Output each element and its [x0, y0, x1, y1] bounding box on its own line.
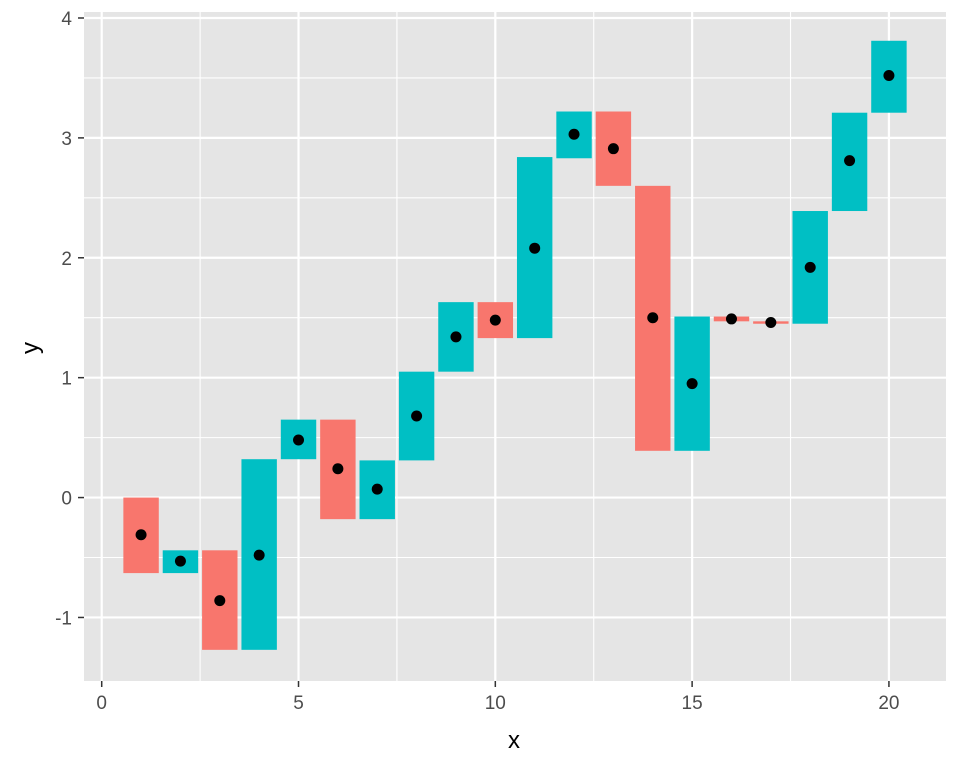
- x-axis-ticks: 0 5 10 15 20: [96, 681, 899, 714]
- data-point: [332, 463, 344, 475]
- data-point: [489, 314, 501, 326]
- data-point: [253, 549, 265, 561]
- data-point: [214, 595, 226, 607]
- y-tick-label: 4: [61, 9, 72, 30]
- data-point: [135, 529, 147, 541]
- x-axis-title: x: [508, 727, 520, 754]
- data-point: [450, 331, 462, 343]
- data-point: [725, 313, 737, 325]
- y-tick-label: 2: [61, 249, 72, 270]
- data-point: [883, 70, 895, 82]
- points: [135, 70, 895, 607]
- y-tick-label: -1: [55, 608, 72, 629]
- y-axis-title: y: [17, 342, 44, 354]
- x-tick-label: 10: [485, 693, 506, 714]
- data-point: [804, 261, 816, 273]
- data-point: [647, 312, 659, 324]
- x-tick-label: 20: [878, 693, 899, 714]
- x-tick-label: 0: [96, 693, 107, 714]
- x-tick-label: 5: [293, 693, 304, 714]
- data-point: [371, 483, 383, 495]
- data-point: [174, 555, 186, 567]
- data-point: [411, 410, 423, 422]
- y-axis-ticks: -1 0 1 2 3 4: [55, 9, 84, 629]
- data-point: [844, 155, 856, 167]
- y-tick-label: 0: [61, 489, 72, 510]
- data-point: [529, 242, 541, 254]
- y-tick-label: 1: [61, 369, 72, 390]
- x-tick-label: 15: [682, 693, 703, 714]
- data-point: [293, 434, 305, 446]
- data-point: [765, 317, 777, 329]
- y-tick-label: 3: [61, 129, 72, 150]
- data-point: [607, 143, 619, 155]
- data-point: [568, 128, 580, 140]
- data-point: [686, 378, 698, 390]
- bars: [123, 40, 907, 650]
